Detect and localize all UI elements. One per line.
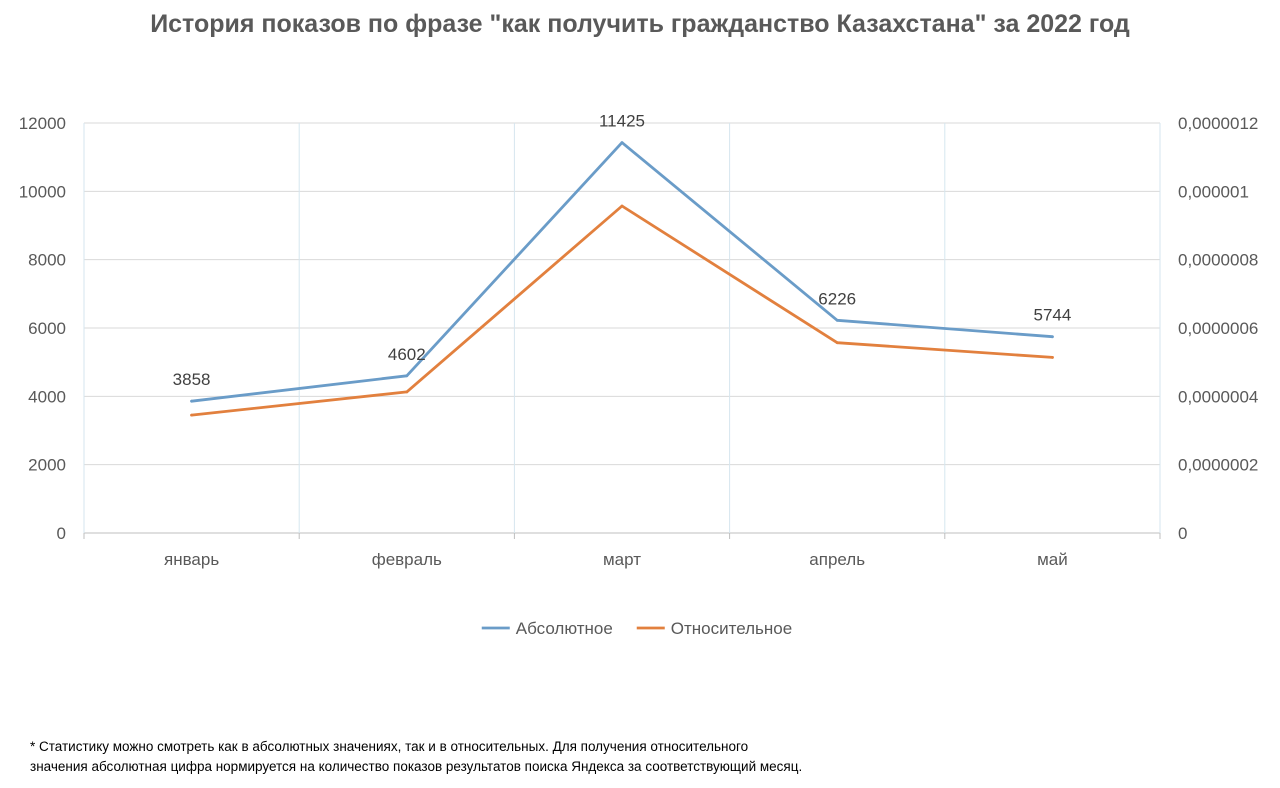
data-label: 4602	[388, 345, 426, 364]
y-left-tick-label: 2000	[28, 456, 66, 475]
footnote: * Статистику можно смотреть как в абсолю…	[30, 737, 930, 777]
y-right-tick-label: 0,0000002	[1178, 456, 1258, 475]
data-label: 11425	[599, 112, 645, 131]
series-1-point	[620, 141, 624, 145]
series-2-point	[620, 204, 624, 208]
y-left-tick-label: 12000	[19, 114, 66, 133]
series-line-1	[190, 141, 1054, 403]
series-2-point	[835, 341, 839, 345]
series-1-point	[405, 374, 409, 378]
y-left-tick-label: 6000	[28, 319, 66, 338]
y-left-tick-label: 4000	[28, 387, 66, 406]
data-label: 5744	[1033, 306, 1071, 325]
series-2-point	[1051, 355, 1054, 359]
footnote-line-2: значения абсолютная цифра нормируется на…	[30, 759, 803, 774]
y-left-tick-label: 0	[57, 524, 66, 543]
y-left-tick-label: 8000	[28, 251, 66, 270]
data-label: 3858	[173, 370, 211, 389]
y-right-tick-label: 0	[1178, 524, 1187, 543]
series-1-point	[190, 399, 194, 403]
series-2-point	[405, 390, 409, 394]
y-left-tick-label: 10000	[19, 182, 66, 201]
y-right-tick-label: 0,0000008	[1178, 251, 1258, 270]
x-tick-label: январь	[164, 550, 219, 569]
series-1-point	[1051, 335, 1054, 339]
x-tick-label: февраль	[372, 550, 442, 569]
series-2-point	[190, 413, 194, 417]
y-right-tick-label: 0,0000004	[1178, 387, 1258, 406]
x-tick-label: май	[1037, 550, 1068, 569]
series-1-point	[835, 318, 839, 322]
chart-title: История показов по фразе "как получить г…	[150, 10, 1130, 38]
x-tick-label: март	[603, 550, 641, 569]
y-right-tick-label: 0,0000006	[1178, 319, 1258, 338]
y-right-tick-label: 0,0000012	[1178, 114, 1258, 133]
legend-label-2: Относительное	[671, 619, 792, 638]
x-tick-label: апрель	[809, 550, 865, 569]
legend-label-1: Абсолютное	[516, 619, 613, 638]
series-line-2	[190, 204, 1054, 417]
data-label: 6226	[818, 289, 856, 308]
footnote-line-1: * Статистику можно смотреть как в абсолю…	[30, 739, 749, 754]
y-right-tick-label: 0,000001	[1178, 182, 1249, 201]
